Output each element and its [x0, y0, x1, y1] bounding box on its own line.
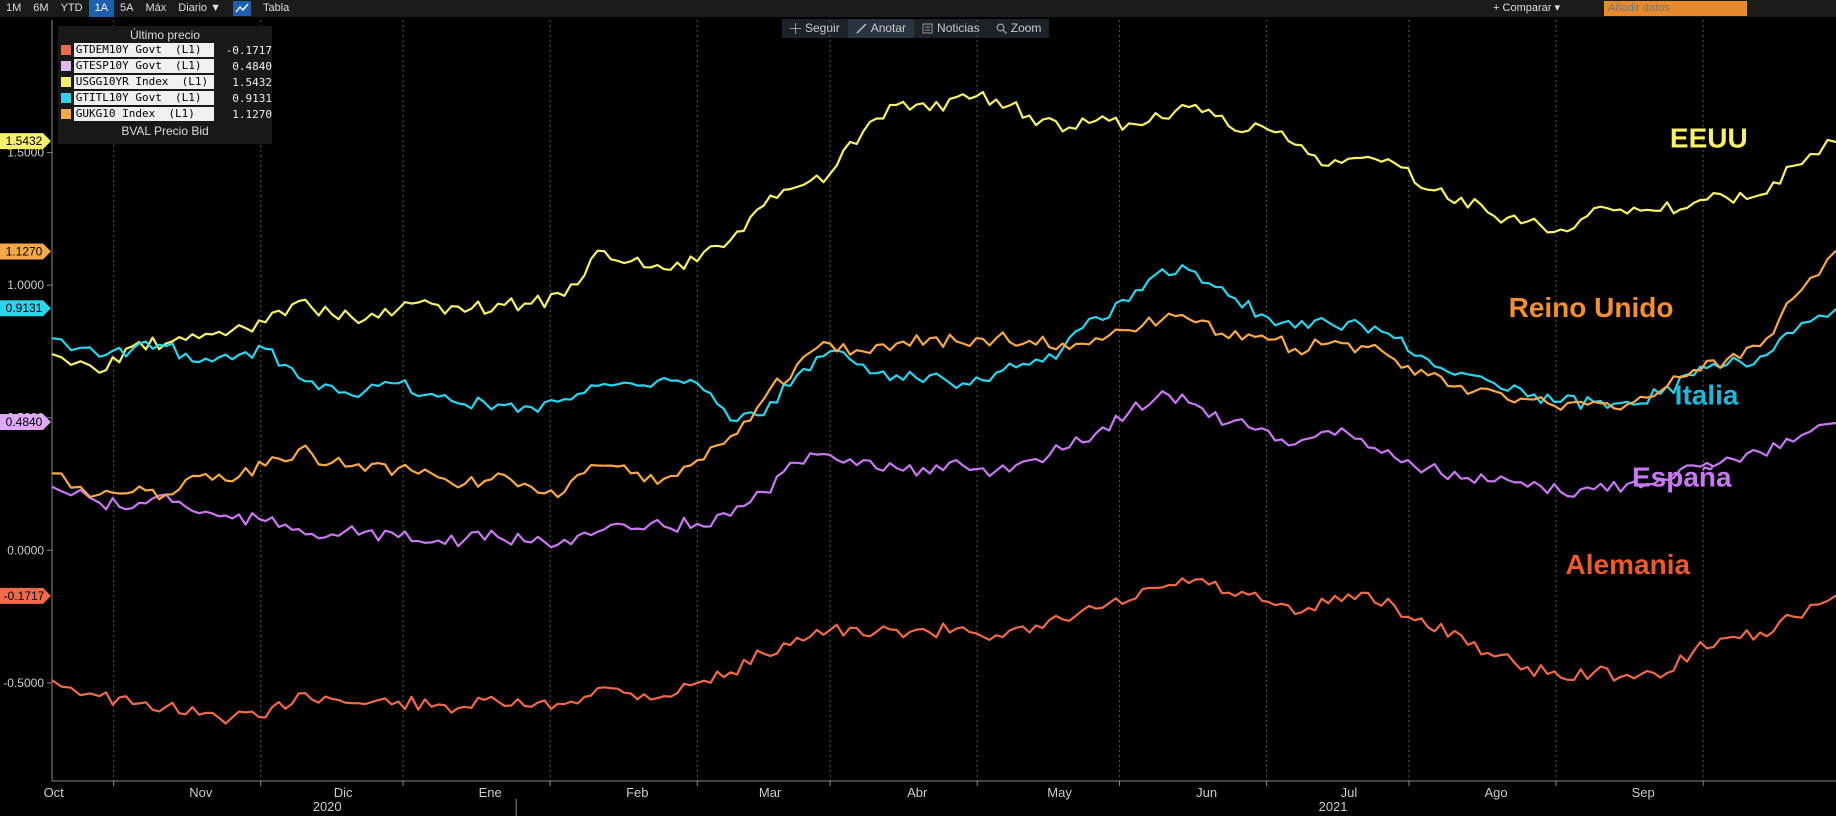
series-line [51, 577, 1836, 725]
top-toolbar: 1M 6M YTD 1A 5A Máx Diario ▼ Tabla [0, 0, 1836, 17]
legend-row[interactable]: GTITL10Y Govt (L1) 0.9131 [58, 90, 272, 106]
y-tick-label: 0.0000 [7, 543, 44, 557]
legend-swatch [61, 45, 71, 55]
period-button-1a[interactable]: 1A [88, 0, 115, 17]
legend-series-value: 1.5432 [232, 75, 272, 89]
period-button-ytd[interactable]: YTD [60, 2, 83, 14]
period-button-6m[interactable]: 6M [33, 2, 49, 14]
price-tag-label: -0.1717 [4, 589, 45, 603]
legend-title: Último precio [129, 28, 201, 42]
price-tag: 0.9131 [0, 300, 51, 317]
year-label: 2021 [1319, 799, 1348, 814]
series-annotation: Alemania [1566, 549, 1691, 580]
pencil-icon [856, 23, 867, 34]
x-tick-label: Jul [1341, 785, 1358, 800]
price-tag-shape [0, 243, 51, 260]
series-annotation: España [1632, 462, 1732, 493]
legend-series-name: GTDEM10Y Govt (L1) [73, 43, 214, 57]
price-tag: 0.4840 [0, 413, 51, 430]
legend-swatch [61, 77, 71, 87]
x-tick-label: Mar [759, 785, 782, 800]
legend-series-name: GUKG10 Index (L1) [73, 107, 214, 121]
legend-series-value: -0.1717 [225, 43, 272, 57]
price-tag-shape [0, 300, 51, 317]
annotate-label: Anotar [870, 21, 907, 35]
x-tick-label: Feb [626, 785, 648, 800]
price-tag-shape [0, 587, 51, 604]
legend-series-name: GTESP10Y Govt (L1) [73, 59, 214, 73]
line-chart-icon[interactable] [232, 1, 251, 16]
period-button-1m[interactable]: 1M [6, 2, 22, 14]
price-tag-shape [0, 133, 51, 150]
legend-series-name: USGG10YR Index (L1) [73, 75, 214, 89]
zoom-label: Zoom [1010, 21, 1042, 35]
price-tag-label: 1.5432 [6, 134, 43, 148]
legend-series-value: 0.9131 [232, 91, 272, 105]
legend-row[interactable]: GTDEM10Y Govt (L1) -0.1717 [58, 42, 272, 58]
year-label: 2020 [313, 799, 342, 814]
price-tag: 1.5432 [0, 133, 51, 150]
price-tag-shape [0, 413, 51, 430]
legend-footer: BVAL Precio Bid [121, 124, 209, 138]
chart-tools-bar: Seguir Anotar Noticias Zoom [782, 19, 1050, 38]
legend-row[interactable]: GTESP10Y Govt (L1) 0.4840 [58, 58, 272, 74]
news-label: Noticias [937, 21, 980, 35]
y-tick-label: 1.0000 [7, 278, 44, 292]
x-tick-label: Abr [907, 785, 928, 800]
price-tag-label: 0.9131 [6, 301, 43, 315]
x-tick-label: May [1047, 785, 1072, 800]
x-tick-label: Ene [479, 785, 502, 800]
x-tick-label: Dic [334, 785, 353, 800]
crosshair-icon [790, 23, 801, 34]
price-tag-label: 1.1270 [6, 244, 43, 258]
legend-series-name: GTITL10Y Govt (L1) [73, 91, 214, 105]
price-tag-label: 0.4840 [6, 415, 43, 429]
legend-row[interactable]: USGG10YR Index (L1) 1.5432 [58, 74, 272, 90]
legend-swatch [61, 93, 71, 103]
series-line [51, 90, 1836, 374]
series-line [51, 264, 1836, 423]
news-button[interactable]: Noticias [914, 19, 988, 38]
period-button-5a[interactable]: 5A [120, 2, 134, 14]
series-line [51, 390, 1836, 549]
series-line [51, 249, 1836, 501]
price-tag: 1.1270 [0, 243, 51, 260]
series-annotation: Italia [1675, 379, 1739, 410]
price-tag: -0.1717 [0, 587, 51, 604]
table-button[interactable]: Tabla [262, 2, 290, 14]
follow-button[interactable]: Seguir [782, 19, 848, 38]
x-tick-label: Ago [1484, 785, 1507, 800]
news-icon [922, 23, 933, 34]
series-annotation: Reino Unido [1509, 292, 1674, 323]
legend-series-value: 0.4840 [232, 59, 272, 73]
add-data-input[interactable] [1604, 1, 1747, 16]
period-button-max[interactable]: Máx [145, 2, 167, 14]
zoom-button[interactable]: Zoom [988, 19, 1050, 38]
legend-panel: Último precio GTDEM10Y Govt (L1) -0.1717… [58, 26, 272, 144]
x-tick-label: Oct [44, 785, 65, 800]
follow-label: Seguir [805, 21, 840, 35]
x-tick-label: Jun [1196, 785, 1217, 800]
x-tick-label: Nov [189, 785, 213, 800]
legend-row[interactable]: GUKG10 Index (L1) 1.1270 [58, 106, 272, 122]
x-tick-label: Sep [1632, 785, 1655, 800]
y-tick-label: -0.5000 [3, 676, 44, 690]
compare-button[interactable]: + Comparar ▾ [1493, 2, 1560, 14]
series-annotation: EEUU [1670, 122, 1748, 153]
legend-swatch [61, 109, 71, 119]
legend-series-value: 1.1270 [232, 107, 272, 121]
legend-swatch [61, 61, 71, 71]
magnifier-icon [996, 23, 1007, 34]
annotate-button[interactable]: Anotar [847, 19, 915, 38]
frequency-dropdown[interactable]: Diario ▼ [178, 2, 221, 14]
